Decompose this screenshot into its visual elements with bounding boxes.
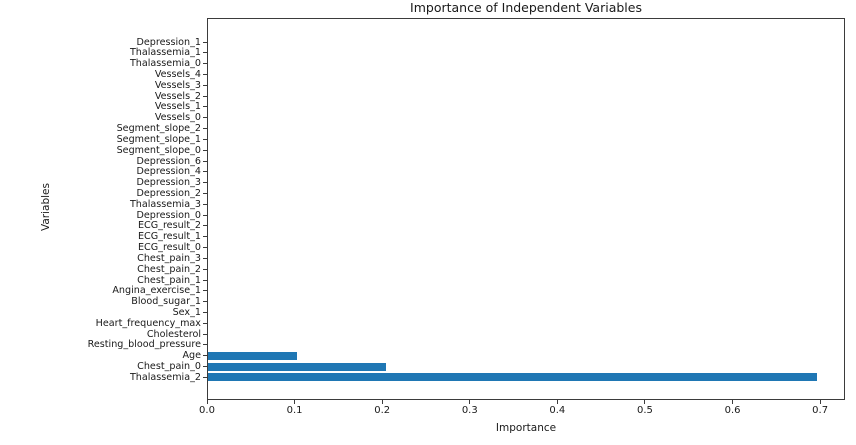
x-tick-mark: [294, 400, 296, 404]
y-tick-label: Depression_6: [136, 155, 201, 167]
y-tick-label: Depression_0: [136, 209, 201, 221]
x-tick-label: 0.6: [724, 405, 741, 416]
y-tick-label: Angina_exercise_1: [112, 285, 201, 297]
x-tick-label: 0.0: [199, 405, 215, 416]
y-tick-mark: [203, 106, 207, 108]
y-tick-label: Heart_frequency_max: [95, 317, 201, 329]
y-tick-mark: [203, 192, 207, 194]
y-tick-label: Chest_pain_0: [137, 361, 201, 373]
y-tick-label: Chest_pain_1: [137, 274, 201, 286]
y-tick-label: Thalassemia_0: [129, 58, 201, 70]
y-tick-label: Segment_slope_2: [116, 123, 201, 135]
y-tick-label: Vessels_3: [154, 79, 201, 91]
x-tick-mark: [819, 400, 821, 404]
y-tick-mark: [203, 344, 207, 346]
y-tick-label: Depression_1: [136, 36, 201, 48]
x-axis-label: Importance: [495, 422, 557, 434]
bar-chest_pain_0: [208, 362, 386, 371]
x-tick-label: 0.3: [461, 405, 478, 416]
y-tick-mark: [203, 160, 207, 162]
y-tick-mark: [203, 203, 207, 205]
y-tick-mark: [203, 182, 207, 184]
y-tick-label: Segment_slope_1: [116, 133, 201, 145]
x-tick-mark: [732, 400, 734, 404]
x-tick-mark: [644, 400, 646, 404]
y-tick-label: Vessels_1: [154, 101, 201, 113]
y-tick-mark: [203, 355, 207, 357]
bar-thalassemia_2: [208, 373, 817, 382]
x-tick-mark: [469, 400, 471, 404]
y-tick-mark: [203, 63, 207, 65]
y-tick-label: Depression_3: [136, 177, 201, 189]
x-tick-label: 0.7: [812, 405, 829, 416]
y-tick-label: ECG_result_1: [137, 231, 201, 243]
y-tick-mark: [203, 312, 207, 313]
y-tick-label: Sex_1: [172, 307, 201, 318]
y-tick-mark: [203, 214, 207, 216]
y-tick-mark: [203, 149, 207, 151]
y-tick-label: Thalassemia_2: [129, 371, 201, 383]
y-tick-mark: [203, 128, 207, 130]
y-tick-mark: [203, 117, 207, 119]
y-tick-mark: [203, 247, 207, 249]
x-tick-label: 0.1: [286, 405, 303, 416]
x-tick-mark: [556, 400, 558, 404]
y-tick-mark: [203, 322, 207, 324]
x-tick-mark: [206, 400, 208, 404]
x-tick-label: 0.4: [549, 405, 566, 416]
plot-area: [207, 18, 845, 400]
y-tick-mark: [203, 290, 207, 292]
y-tick-mark: [203, 41, 207, 43]
bar-age: [208, 351, 298, 360]
y-tick-mark: [203, 366, 207, 368]
y-tick-label: Thalassemia_1: [129, 47, 201, 59]
y-tick-label: Vessels_0: [154, 112, 201, 124]
y-tick-label: ECG_result_2: [137, 220, 201, 232]
y-tick-mark: [203, 138, 207, 140]
x-tick-label: 0.2: [374, 405, 391, 416]
y-tick-mark: [203, 52, 207, 54]
y-tick-mark: [203, 84, 207, 86]
y-tick-mark: [203, 301, 207, 303]
y-tick-label: Blood_sugar_1: [131, 296, 201, 308]
y-tick-mark: [203, 73, 207, 75]
y-tick-mark: [203, 268, 207, 270]
y-tick-mark: [203, 333, 207, 335]
y-tick-mark: [203, 257, 207, 259]
y-tick-label: Cholesterol: [146, 328, 201, 340]
y-tick-mark: [203, 225, 207, 227]
y-tick-label: Age: [182, 350, 201, 362]
chart-title: Importance of Independent Variables: [410, 0, 642, 15]
y-tick-mark: [203, 376, 207, 378]
y-tick-mark: [203, 279, 207, 281]
y-tick-label: Depression_2: [136, 187, 201, 199]
y-tick-label: Vessels_2: [154, 90, 201, 102]
y-tick-label: Depression_4: [136, 166, 201, 178]
x-tick-mark: [381, 400, 383, 404]
x-tick-label: 0.5: [636, 405, 653, 416]
y-tick-mark: [203, 95, 207, 97]
y-tick-mark: [203, 236, 207, 238]
y-tick-label: Thalassemia_3: [129, 198, 201, 210]
y-tick-label: Resting_blood_pressure: [87, 339, 201, 351]
y-tick-mark: [203, 171, 207, 173]
y-tick-label: Chest_pain_2: [137, 263, 201, 275]
y-tick-label: ECG_result_0: [137, 242, 201, 254]
y-tick-label: Chest_pain_3: [137, 252, 201, 264]
y-tick-label: Vessels_4: [154, 68, 201, 80]
y-tick-label: Segment_slope_0: [116, 144, 201, 156]
